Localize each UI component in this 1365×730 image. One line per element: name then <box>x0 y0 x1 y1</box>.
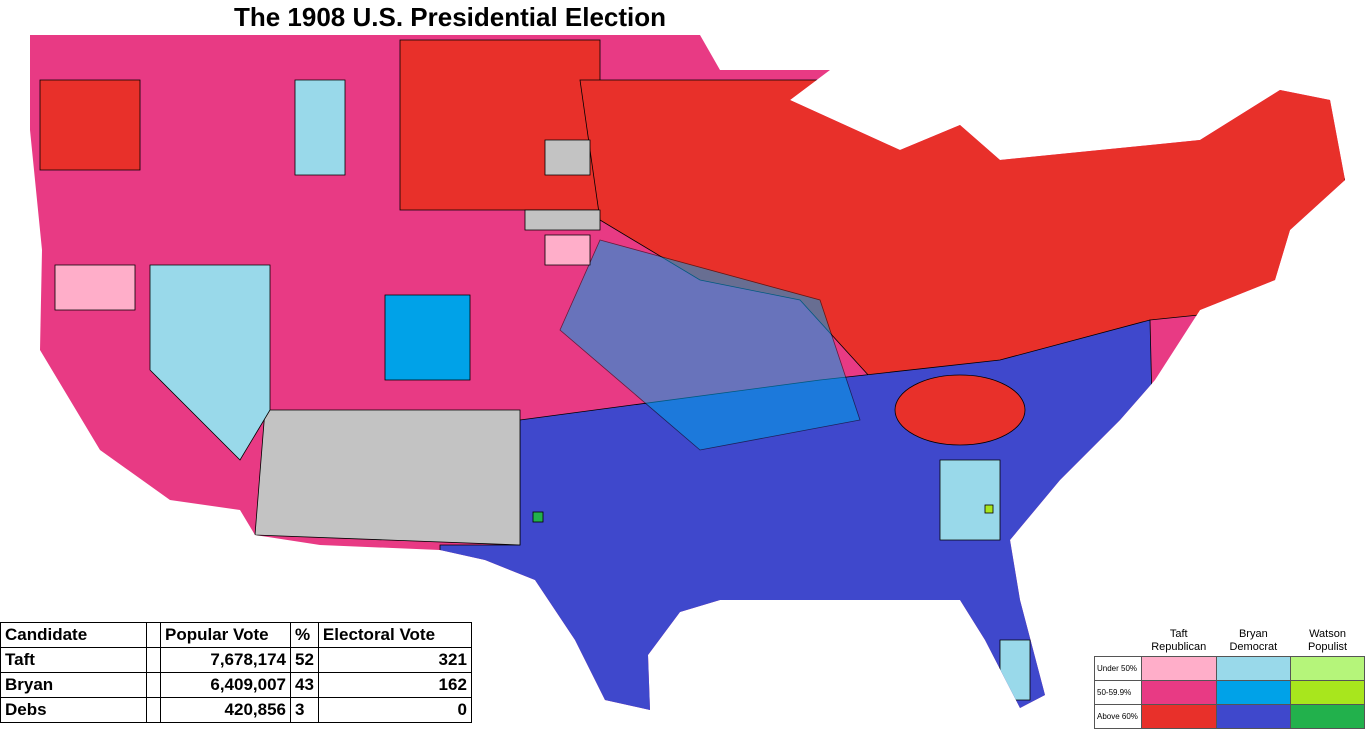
region-bryan-under-50 <box>939 459 1001 541</box>
swatch <box>1290 656 1365 681</box>
legend-column: Taft Republican <box>1141 628 1216 657</box>
region-taft-under-50 <box>544 234 591 266</box>
legend-row-label: Above 60% <box>1094 704 1142 729</box>
cell: 0 <box>317 697 472 723</box>
table-row: Debs 420,856 3 0 <box>0 697 472 723</box>
table-header: Candidate Popular Vote % Electoral Vote <box>0 622 472 648</box>
legend-row-label: Under 50% <box>1094 656 1142 681</box>
cell: 420,856 <box>160 697 291 723</box>
region-bryan-50-60 <box>559 239 861 451</box>
region-watson-60 <box>532 511 544 523</box>
spacer-cell <box>146 647 161 673</box>
legend-column: Watson Populist <box>1291 628 1365 657</box>
cell: 3 <box>290 697 319 723</box>
region-bryan-under-50 <box>294 79 346 176</box>
spacer-cell <box>146 697 161 723</box>
candidate: Watson <box>1309 628 1346 640</box>
candidate: Bryan <box>1238 628 1268 640</box>
legend-corner <box>1095 628 1142 657</box>
region-bryan-under-50 <box>149 264 271 461</box>
cell: 43 <box>290 672 319 698</box>
swatch <box>1215 680 1292 705</box>
cell: 7,678,174 <box>160 647 291 673</box>
region-no-data <box>254 409 521 546</box>
cell: Taft <box>0 647 147 673</box>
swatch <box>1290 704 1365 729</box>
header-cell: Electoral Vote <box>317 622 472 648</box>
legend-row: Under 50% <box>1094 656 1365 681</box>
swatch <box>1140 680 1217 705</box>
cell: 162 <box>317 672 472 698</box>
cell: 52 <box>290 647 319 673</box>
header-cell: Popular Vote <box>160 622 291 648</box>
legend-row: 50-59.9% <box>1094 680 1365 705</box>
region-taft-60 <box>894 374 1026 446</box>
spacer-cell <box>146 622 161 648</box>
spacer-cell <box>146 672 161 698</box>
table-row: Taft 7,678,174 52 321 <box>0 647 472 673</box>
map-title: The 1908 U.S. Presidential Election <box>233 2 667 32</box>
cell: 6,409,007 <box>160 672 291 698</box>
header-cell: % <box>290 622 319 648</box>
swatch <box>1215 704 1292 729</box>
swatch <box>1290 680 1365 705</box>
region-watson-50-60 <box>984 504 994 514</box>
legend: Taft Republican Bryan Democrat Watson Popul… <box>1094 628 1365 729</box>
region-no-data <box>524 209 601 231</box>
legend-header: Taft Republican Bryan Democrat Watson Popul… <box>1095 628 1365 657</box>
header-cell: Candidate <box>0 622 147 648</box>
region-taft-60 <box>399 39 601 211</box>
swatch <box>1140 704 1217 729</box>
party: Democrat <box>1229 641 1278 653</box>
swatch <box>1215 656 1292 681</box>
party: Populist <box>1307 641 1348 653</box>
party: Republican <box>1151 641 1207 653</box>
legend-row-label: 50-59.9% <box>1094 680 1142 705</box>
cell: Bryan <box>0 672 147 698</box>
region-no-data <box>544 139 591 176</box>
legend-row: Above 60% <box>1094 704 1365 729</box>
results-table: Candidate Popular Vote % Electoral Vote … <box>0 622 472 723</box>
cell: Debs <box>0 697 147 723</box>
candidate: Taft <box>1169 628 1188 640</box>
cell: 321 <box>317 647 472 673</box>
region-bryan-50-60 <box>384 294 471 381</box>
table-row: Bryan 6,409,007 43 162 <box>0 672 472 698</box>
swatch <box>1140 656 1217 681</box>
region-bryan-under-50 <box>999 639 1031 701</box>
legend-column: Bryan Democrat <box>1216 628 1290 657</box>
region-taft-60 <box>39 79 141 171</box>
region-taft-under-50 <box>54 264 136 311</box>
